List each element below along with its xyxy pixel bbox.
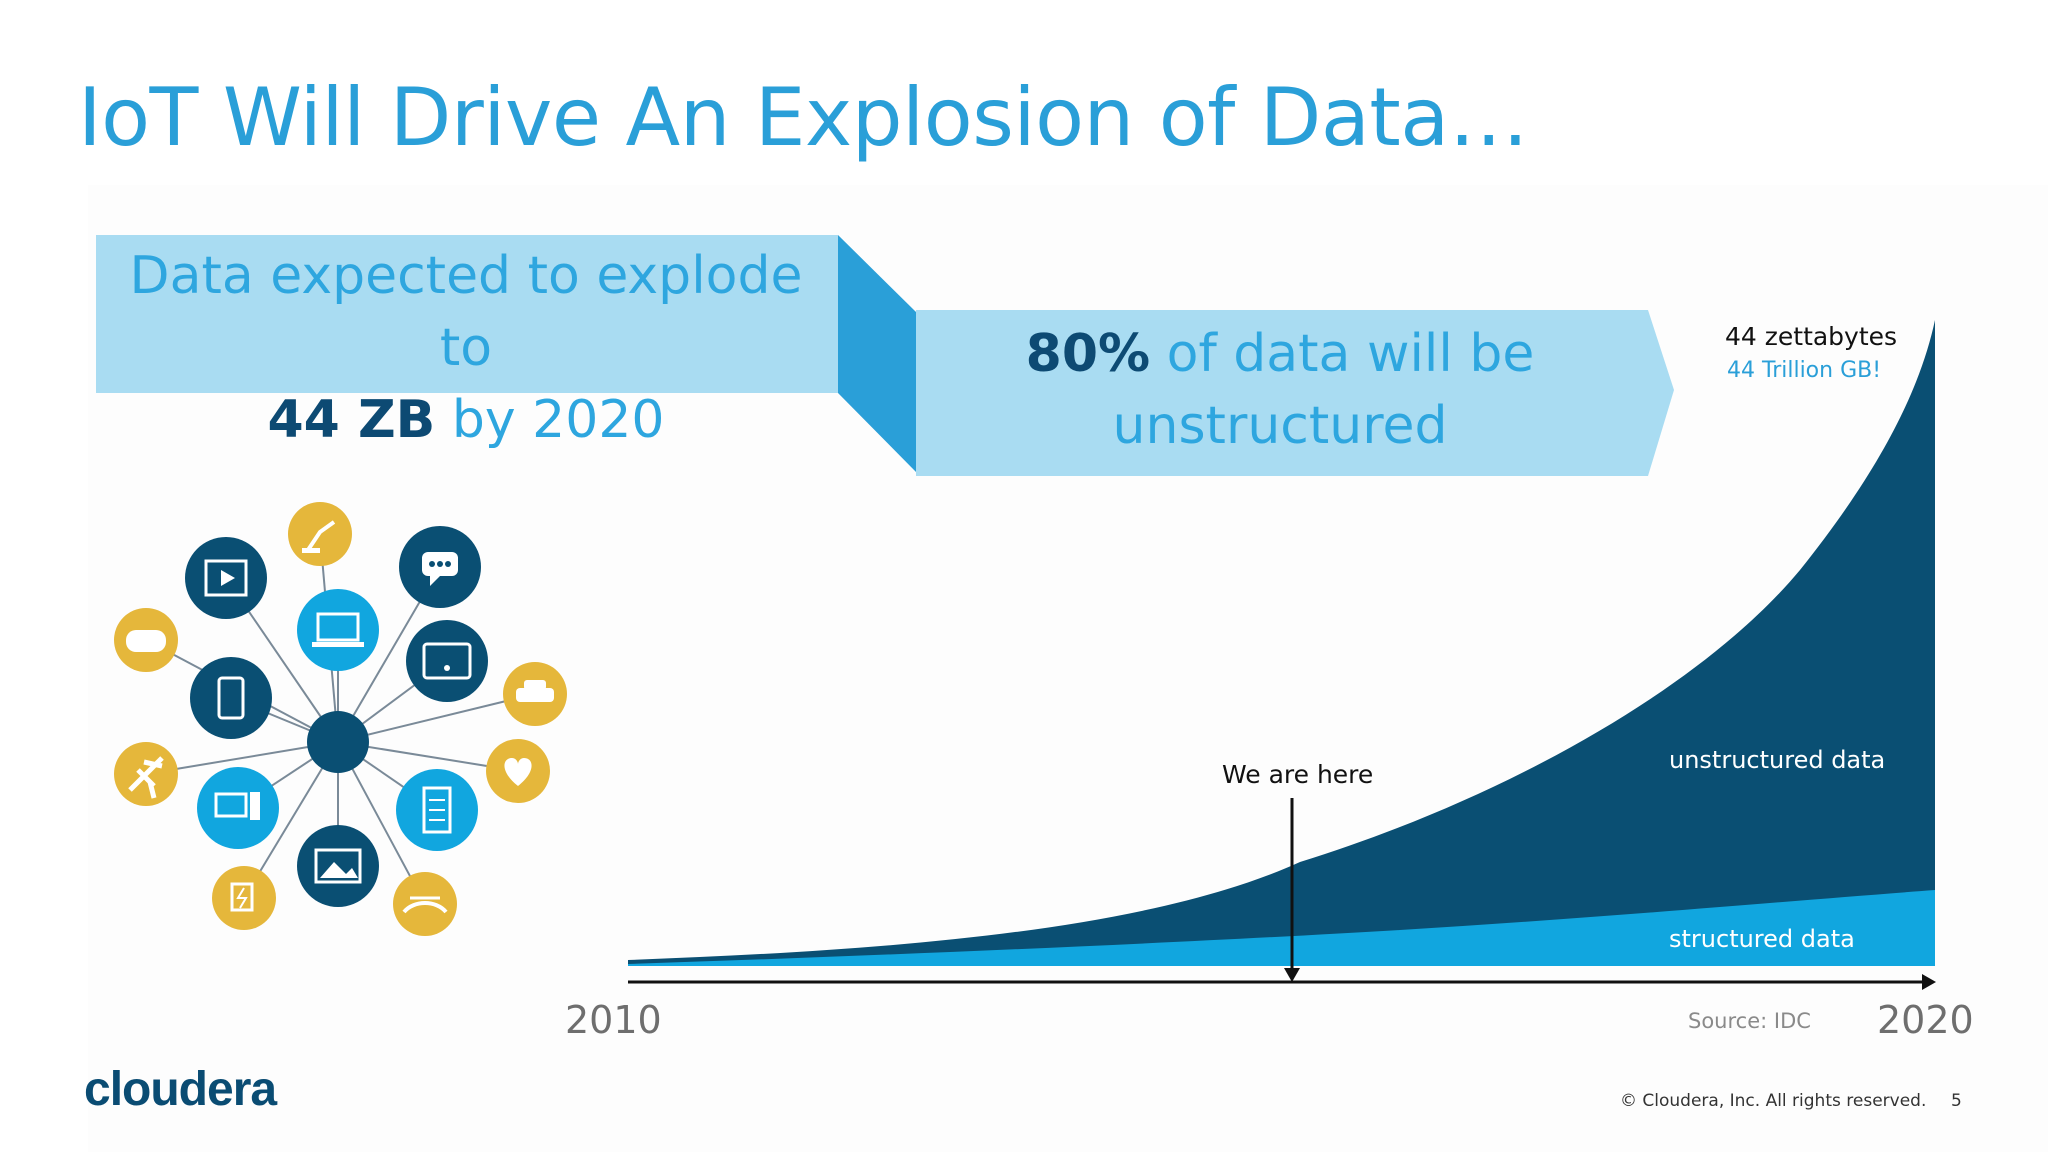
banner-left-line2: 44 ZB by 2020 (96, 384, 836, 456)
unstructured-label: unstructured data (1669, 746, 1886, 774)
x-end-label: 2020 (1877, 998, 1974, 1042)
banner-right-bg (916, 310, 1674, 476)
cloudera-logo: cloudera (84, 1063, 277, 1116)
unstructured-area (628, 320, 1935, 966)
x-start-label: 2010 (565, 998, 662, 1042)
server-icon (396, 769, 478, 851)
banner-right-strong: 80% (1025, 324, 1151, 384)
slide-title: IoT Will Drive An Explosion of Data… (78, 71, 1529, 164)
banner-left-line1: Data expected to explode to (129, 246, 803, 378)
top-sub-label: 44 Trillion GB! (1727, 358, 1882, 383)
chat-icon (399, 526, 481, 608)
heart-icon (486, 739, 550, 803)
car-icon (503, 662, 567, 726)
x-axis-arrowhead (1922, 974, 1936, 990)
copyright-text: © Cloudera, Inc. All rights reserved. (1620, 1091, 1927, 1111)
top-label: 44 zettabytes (1725, 322, 1898, 351)
source-label: Source: IDC (1688, 1009, 1811, 1033)
robot-arm-icon (288, 502, 352, 566)
film-icon (185, 537, 267, 619)
laptop-icon (297, 589, 379, 671)
hub-center (307, 711, 369, 773)
desktop-icon (197, 767, 279, 849)
airplane-icon (114, 742, 178, 806)
banner-left-text: Data expected to explode to 44 ZB by 202… (96, 240, 836, 456)
smartphone-icon (190, 657, 272, 739)
gamepad-icon (114, 608, 178, 672)
drone-icon (393, 872, 457, 936)
banner-right-line2: unstructured (1112, 396, 1448, 456)
banner-left-strong: 44 ZB (267, 390, 436, 450)
banner-fold (838, 235, 916, 472)
tablet-wifi-icon (406, 620, 488, 702)
marker-label: We are here (1222, 760, 1374, 789)
image-icon (297, 825, 379, 907)
ev-charger-icon (212, 866, 276, 930)
marker-arrowhead (1284, 968, 1300, 982)
structured-label: structured data (1669, 925, 1855, 953)
page-number: 5 (1951, 1091, 1962, 1111)
banner-right-rest: of data will be (1150, 324, 1535, 384)
banner-right-line1: 80% of data will be (915, 318, 1645, 390)
structured-area (628, 890, 1935, 966)
banner-right-text: 80% of data will be unstructured (915, 318, 1645, 462)
banner-left-rest: by 2020 (435, 390, 665, 450)
banner-left-bg (96, 235, 838, 393)
